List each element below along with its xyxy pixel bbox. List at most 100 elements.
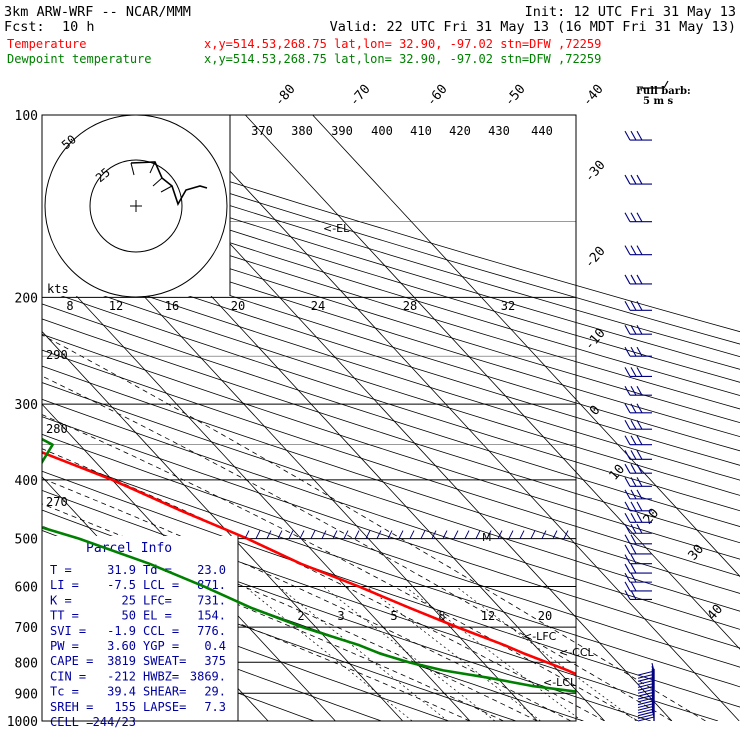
parcel-info-cell: 155 <box>114 700 136 714</box>
legend-dewpoint-location: x,y=514.53,268.75 lat,lon= 32.90, -97.02… <box>204 52 601 66</box>
dry-adiabat-line <box>42 595 382 721</box>
parcel-info-cell: CELL = <box>50 715 93 729</box>
dry-adiabat-line <box>42 181 740 396</box>
model-title: 3km ARW-WRF -- NCAR/MMM <box>4 4 191 20</box>
mixing-ratio-label-low: 5 <box>390 609 397 623</box>
wind-barb <box>624 572 652 583</box>
forecast-label: Fcst: <box>4 19 45 35</box>
isotherm-label: 40 <box>705 602 727 624</box>
isotherm-label: 30 <box>686 542 708 564</box>
wind-barb <box>624 385 652 396</box>
parcel-info-cell: K = <box>50 593 72 607</box>
lfc-marker: <-LFC <box>523 630 557 643</box>
pressure-tick-label: 1000 <box>7 715 38 730</box>
isotherm-label: -70 <box>347 82 374 110</box>
wind-barb <box>624 554 652 565</box>
wind-barb <box>624 581 652 592</box>
mixing-ratio-label-low: 12 <box>481 609 495 623</box>
wind-barb <box>624 245 652 256</box>
mixing-ratio-label-low: 8 <box>438 609 445 623</box>
dry-adiabat-line <box>42 416 740 649</box>
mixing-ratio-line <box>365 586 541 721</box>
barb-tick <box>497 530 503 539</box>
mixing-ratio-label: 12 <box>109 299 123 313</box>
parcel-info-cell: LI = <box>50 578 79 592</box>
parcel-info-cell: -7.5 <box>107 578 136 592</box>
barb-tick <box>563 530 569 539</box>
mixing-ratio-label-low: 3 <box>337 609 344 623</box>
legend-temperature-label: Temperature <box>7 37 86 51</box>
theta-label: 420 <box>449 124 471 138</box>
moist-adiabat-line <box>42 375 673 721</box>
el-marker: <-EL <box>323 222 350 235</box>
mixing-ratio-label-low: 20 <box>538 609 552 623</box>
pressure-tick-label: 200 <box>15 291 38 306</box>
mixing-ratio-label: 8 <box>66 299 73 313</box>
wind-barb <box>624 419 652 430</box>
init-time: Init: 12 UTC Fri 31 May 13 <box>525 4 736 20</box>
barb-tick <box>475 530 481 539</box>
wind-barb <box>624 450 652 460</box>
isotherm-label: 0 <box>587 403 603 419</box>
dry-adiabat-line <box>42 398 740 630</box>
pressure-tick-label: 700 <box>15 621 38 636</box>
theta-label: 430 <box>488 124 510 138</box>
barb-tick <box>376 530 382 539</box>
wind-barb <box>624 300 652 311</box>
wind-barb <box>624 590 652 600</box>
parcel-info-title: Parcel Info <box>86 541 172 556</box>
parcel-info-cell: LCL = <box>143 578 179 592</box>
parcel-info-cell: SVI = <box>50 624 86 638</box>
parcel-info-cell: 154. <box>197 609 226 623</box>
parcel-info-cell: EL = <box>143 609 172 623</box>
wind-barb <box>624 523 652 534</box>
barb-tick <box>354 530 360 539</box>
barb-tick <box>453 530 459 539</box>
plot-frame <box>41 114 577 722</box>
isotherm-label: -40 <box>580 82 607 110</box>
theta-left-label: 280 <box>46 422 68 436</box>
barb-legend-line2: 5 m s <box>643 96 674 107</box>
barb-tick <box>486 530 492 539</box>
pressure-tick-label: 100 <box>15 109 38 124</box>
barb-tick <box>244 530 250 539</box>
barb-tick <box>552 530 558 539</box>
barb-tick <box>266 530 272 539</box>
barb-tick <box>398 530 404 539</box>
theta-left-label: 270 <box>46 495 68 509</box>
parcel-info-cell: 23.0 <box>197 563 226 577</box>
mixing-ratio-line <box>244 586 413 721</box>
parcel-info-cell: Td = <box>143 563 172 577</box>
isotherm-line <box>42 330 403 721</box>
wind-barb <box>624 435 652 446</box>
wind-barbs <box>244 130 655 722</box>
theta-label: 380 <box>291 124 313 138</box>
mixing-ratio-line <box>455 586 637 721</box>
dry-adiabat-line <box>42 382 740 612</box>
barb-tick <box>464 530 470 539</box>
wind-barb <box>624 324 652 335</box>
parcel-info-cell: SREH = <box>50 700 93 714</box>
parcel-info-cell: 731. <box>197 593 226 607</box>
isotherm-label: -20 <box>582 244 609 272</box>
isotherm-label: -50 <box>502 82 529 110</box>
pressure-tick-label: 300 <box>15 398 38 413</box>
theta-left-label: 290 <box>46 348 68 362</box>
parcel-info-cell: SHEAR= <box>143 685 186 699</box>
dewpoint-profile <box>42 437 576 693</box>
isotherm-label: -30 <box>582 158 609 186</box>
isotherm-line <box>312 115 740 578</box>
barb-tick <box>541 530 547 539</box>
hodograph: 50 25 kts <box>42 114 231 298</box>
wind-barb <box>624 274 652 285</box>
parcel-info-cell: 29. <box>204 685 226 699</box>
hodograph-units: kts <box>47 282 69 296</box>
barb-tick <box>530 530 536 539</box>
barb-tick <box>409 530 415 539</box>
theta-label: 410 <box>410 124 432 138</box>
isotherm-line <box>42 403 336 721</box>
hodograph-ring-inner <box>89 159 183 253</box>
parcel-info-cell: 375 <box>204 654 226 668</box>
wind-barb <box>624 477 652 487</box>
